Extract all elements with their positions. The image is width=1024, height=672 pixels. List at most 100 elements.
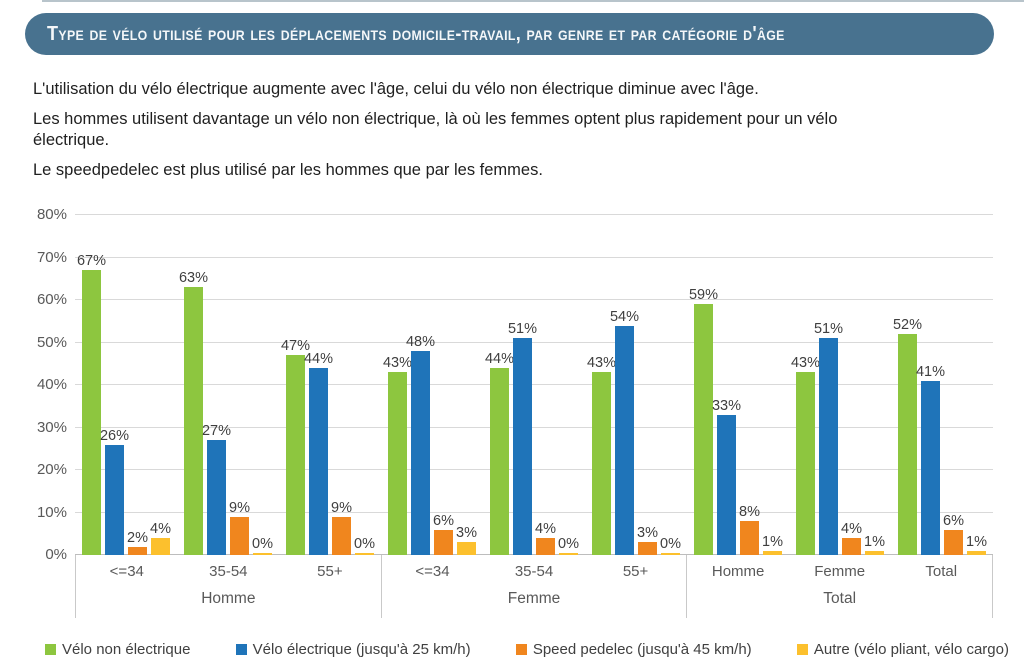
legend-label: Vélo électrique (jusqu'à 25 km/h) [252, 641, 471, 658]
bar-fill [944, 529, 963, 555]
gridline [75, 511, 993, 513]
bar: 33% [712, 398, 741, 555]
bar-fill [559, 553, 578, 555]
y-axis-tick-label: 40% [36, 376, 67, 393]
bar-cluster: 67% 26% 2% 4% [75, 215, 177, 555]
bar-fill [763, 550, 782, 555]
page-top-edge [42, 0, 1024, 2]
bar: 43% [383, 355, 412, 555]
bar-fill [207, 440, 226, 555]
bar: 6% [943, 513, 964, 555]
bar-fill [151, 538, 170, 555]
bar-fill [661, 553, 680, 555]
legend-swatch-icon [515, 644, 527, 655]
y-axis-tick-label: 10% [36, 503, 67, 521]
bar-value-label: 0% [252, 536, 273, 552]
bar-cluster: 43% 48% 6% 3% [381, 215, 483, 555]
axis-category-label: 35-54 [514, 563, 554, 580]
bar: 4% [841, 521, 862, 555]
axis-subcategory-row: <=34 35-54 55+ [382, 555, 687, 584]
intro-paragraph: Les hommes utilisent davantage un vélo n… [33, 110, 838, 149]
y-axis-tick-label: 50% [36, 333, 67, 351]
bar-value-label: 63% [178, 270, 209, 287]
bar-value-label: 52% [892, 317, 923, 333]
bar-value-label: 47% [280, 338, 311, 355]
bar: 52% [893, 317, 922, 555]
page-title: Type de vélo utilisé pour les déplacemen… [47, 22, 785, 45]
legend-item: Autre (vélo pliant, vélo cargo) [796, 641, 1009, 658]
bar: 67% [77, 253, 106, 555]
bar: 43% [587, 355, 616, 555]
bar-value-label: 4% [150, 521, 171, 537]
bar-value-label: 1% [762, 533, 783, 550]
bar: 51% [508, 321, 537, 555]
bar: 59% [689, 287, 718, 555]
legend-label: Autre (vélo pliant, vélo cargo) [813, 641, 1009, 658]
intro-paragraph: L'utilisation du vélo électrique augment… [33, 80, 759, 98]
bar-fill [921, 380, 940, 555]
bar: 6% [433, 513, 454, 555]
bar: 8% [739, 504, 760, 555]
bar: 44% [304, 351, 333, 555]
axis-category-label: Femme [814, 563, 866, 580]
bar-fill [355, 553, 374, 555]
bar-fill [230, 516, 249, 555]
bar-fill [309, 368, 328, 555]
axis-category-label: Homme [711, 563, 765, 580]
bar: 41% [916, 364, 945, 555]
bar-value-label: 44% [484, 351, 515, 367]
intro-paragraph: Le speedpedelec est plus utilisé par les… [33, 161, 543, 179]
axis-group-total: Homme Femme Total Total [687, 555, 994, 618]
bar: 3% [637, 525, 658, 555]
bar-group-homme: 67% 26% 2% 4% 63% 27% 9% 0% 47% 44% 9% 0% [75, 215, 381, 555]
bar-value-label: 8% [739, 504, 760, 520]
bar: 9% [229, 500, 250, 555]
legend-item: Vélo non électrique [45, 641, 190, 658]
bar-fill [796, 372, 815, 555]
bar-value-label: 3% [456, 525, 477, 542]
bar-fill [967, 550, 986, 555]
bar-value-label: 2% [127, 529, 148, 546]
bar-cluster: 43% 54% 3% 0% [585, 215, 687, 555]
axis-category-label: <=34 [415, 563, 450, 580]
bar-group-femme: 43% 48% 6% 3% 44% 51% 4% 0% 43% 54% 3% 0% [381, 215, 687, 555]
bar-fill [592, 372, 611, 555]
bar-value-label: 4% [535, 521, 556, 537]
y-axis-tick-label: 20% [36, 461, 67, 478]
bar: 3% [456, 525, 477, 555]
bar-fill [842, 538, 861, 555]
bar-group-total: 59% 33% 8% 1% 43% 51% 4% 1% 52% 41% 6% 1% [687, 215, 993, 555]
bar-value-label: 43% [382, 355, 413, 372]
bar-value-label: 43% [586, 355, 617, 372]
axis-group-femme: <=34 35-54 55+ Femme [382, 555, 688, 618]
intro-text: L'utilisation du vélo électrique augment… [33, 79, 1001, 190]
bar-value-label: 1% [864, 533, 885, 550]
bar-value-label: 51% [813, 321, 844, 338]
bar: 1% [762, 533, 783, 555]
bar-fill [694, 304, 713, 555]
axis-category-label: Total [925, 563, 958, 580]
bar-value-label: 4% [841, 521, 862, 537]
chart-legend: Vélo non électrique Vélo électrique (jusq… [45, 641, 1009, 658]
bar-fill [82, 270, 101, 555]
bar-value-label: 0% [660, 536, 681, 552]
axis-group-label: Total [823, 590, 857, 607]
axis-subcategory-row: <=34 35-54 55+ [76, 555, 381, 584]
bar: 1% [864, 533, 885, 555]
gridline [75, 299, 993, 300]
bar-series-container: 67% 26% 2% 4% 63% 27% 9% 0% 47% 44% 9% 0% 43% 48% 6% 3%… [75, 215, 993, 555]
bar-fill [434, 529, 453, 555]
bar-value-label: 0% [558, 536, 579, 552]
bar-fill [388, 372, 407, 555]
y-axis-tick-label: 80% [36, 206, 67, 223]
bar: 1% [966, 534, 987, 555]
legend-swatch-icon [235, 644, 247, 655]
axis-subcategory-row: Homme Femme Total [687, 555, 992, 584]
bar: 54% [610, 309, 639, 555]
bar: 27% [202, 423, 231, 555]
bar-value-label: 54% [609, 308, 640, 325]
y-axis: 0% 10% 20% 30% 40% 50% 60% 70% 80% [0, 207, 67, 562]
bar-fill [615, 325, 634, 555]
bar-fill [740, 521, 759, 555]
